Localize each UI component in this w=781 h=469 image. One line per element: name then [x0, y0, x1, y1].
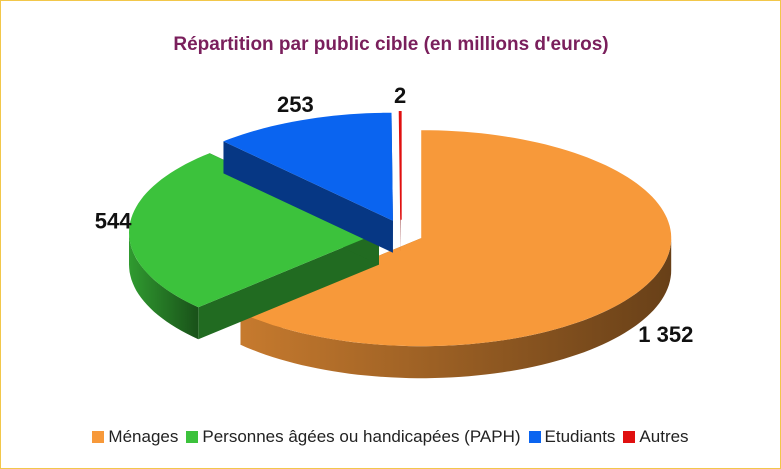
legend-swatch [92, 431, 105, 443]
chart: Répartition par public cible (en million… [95, 34, 693, 379]
legend-item: Personnes âgées ou handicapées (PAPH) [186, 427, 521, 447]
legend-swatch [528, 431, 541, 443]
legend-item: Autres [623, 427, 689, 447]
slice-top [398, 111, 402, 220]
legend: Ménages Personnes âgées ou handicapées (P… [1, 427, 780, 447]
legend-label: Autres [639, 427, 689, 446]
data-label: 544 [95, 209, 132, 234]
pie-slice [398, 111, 402, 252]
pie-slice [223, 112, 393, 253]
legend-item: Etudiants [528, 427, 616, 447]
slice-top [240, 130, 672, 347]
legend-label: Ménages [108, 427, 179, 446]
slice-side [198, 232, 380, 340]
slice-wall [129, 232, 199, 340]
slice-top [223, 112, 393, 221]
legend-label: Etudiants [544, 427, 616, 446]
data-label: 253 [277, 92, 314, 117]
legend-swatch [186, 431, 199, 443]
slice-top [129, 153, 380, 308]
legend-item: Ménages [92, 427, 178, 447]
slice-side [223, 141, 393, 253]
chart-title: Répartition par public cible (en million… [173, 34, 608, 55]
legend-swatch [623, 431, 636, 443]
legend-label: Personnes âgées ou handicapées (PAPH) [202, 427, 521, 446]
data-label: 2 [394, 83, 406, 108]
slice-wall [240, 238, 672, 379]
data-label: 1 352 [638, 322, 693, 347]
